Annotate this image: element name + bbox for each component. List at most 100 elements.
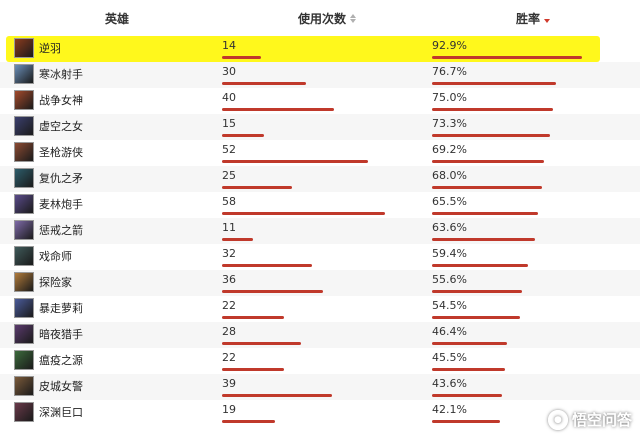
sort-desc-icon[interactable] [544,14,551,23]
winrate-value: 76.7% [432,65,467,78]
uses-bar [222,186,292,189]
uses-bar [222,342,301,345]
uses-bar [222,238,253,241]
winrate-value: 59.4% [432,247,467,260]
hero-cell: 寒冰射手 [14,64,83,84]
uses-value: 58 [222,195,236,208]
uses-value: 32 [222,247,236,260]
winrate-value: 75.0% [432,91,467,104]
hero-avatar [14,194,34,214]
header-winrate-label[interactable]: 胜率 [516,12,541,26]
uses-value: 22 [222,351,236,364]
table-row[interactable]: 皮城女警 39 43.6% [0,374,640,400]
uses-bar [222,212,385,215]
hero-cell: 圣枪游侠 [14,142,83,162]
uses-value: 22 [222,299,236,312]
hero-cell: 戏命师 [14,246,72,266]
uses-value: 52 [222,143,236,156]
hero-avatar [14,272,34,292]
winrate-bar [432,368,505,371]
table-row[interactable]: 复仇之矛 25 68.0% [0,166,640,192]
hero-avatar [14,142,34,162]
hero-avatar [14,246,34,266]
uses-value: 28 [222,325,236,338]
hero-avatar [14,116,34,136]
uses-value: 30 [222,65,236,78]
hero-name: 寒冰射手 [39,68,83,81]
table-row[interactable]: 瘟疫之源 22 45.5% [0,348,640,374]
winrate-bar [432,186,542,189]
uses-value: 14 [222,39,236,52]
hero-avatar [14,168,34,188]
hero-cell: 逆羽 [14,38,61,58]
winrate-value: 65.5% [432,195,467,208]
hero-avatar [14,298,34,318]
winrate-value: 54.5% [432,299,467,312]
winrate-bar [432,212,538,215]
hero-avatar [14,350,34,370]
winrate-bar [432,134,550,137]
hero-cell: 瘟疫之源 [14,350,83,370]
uses-bar [222,82,306,85]
uses-value: 39 [222,377,236,390]
hero-name: 暗夜猎手 [39,328,83,341]
table-row[interactable]: 惩戒之箭 11 63.6% [0,218,640,244]
uses-value: 19 [222,403,236,416]
table-row[interactable]: 虚空之女 15 73.3% [0,114,640,140]
hero-name: 虚空之女 [39,120,83,133]
table-row[interactable]: 战争女神 40 75.0% [0,88,640,114]
uses-value: 25 [222,169,236,182]
hero-avatar [14,64,34,84]
winrate-value: 42.1% [432,403,467,416]
winrate-bar [432,56,582,59]
sort-icon[interactable] [350,14,357,23]
winrate-bar [432,420,500,423]
winrate-bar [432,290,522,293]
winrate-bar [432,342,507,345]
table-row[interactable]: 寒冰射手 30 76.7% [0,62,640,88]
header-uses-label[interactable]: 使用次数 [298,12,347,26]
winrate-bar [432,238,535,241]
winrate-value: 46.4% [432,325,467,338]
chat-bubble-icon: ● [547,409,568,430]
uses-bar [222,394,332,397]
table-row[interactable]: 圣枪游侠 52 69.2% [0,140,640,166]
table-row-highlighted[interactable]: 逆羽 14 92.9% [6,36,600,62]
table-row[interactable]: 暗夜猎手 28 46.4% [0,322,640,348]
header-winrate[interactable]: 胜率 [516,10,551,27]
hero-cell: 暴走萝莉 [14,298,83,318]
table-row[interactable]: 麦林炮手 58 65.5% [0,192,640,218]
hero-avatar [14,324,34,344]
winrate-value: 55.6% [432,273,467,286]
header-hero-label: 英雄 [105,12,130,26]
hero-name: 战争女神 [39,94,83,107]
hero-name: 瘟疫之源 [39,354,83,367]
hero-name: 逆羽 [39,42,61,55]
uses-bar [222,264,312,267]
table-row[interactable]: 深渊巨口 19 42.1% [0,400,640,426]
header-uses[interactable]: 使用次数 [298,10,357,27]
uses-bar [222,290,323,293]
hero-cell: 虚空之女 [14,116,83,136]
hero-name: 皮城女警 [39,380,83,393]
winrate-value: 68.0% [432,169,467,182]
table-header: 英雄 使用次数 胜率 [0,0,640,36]
hero-cell: 探险家 [14,272,72,292]
table-row[interactable]: 戏命师 32 59.4% [0,244,640,270]
hero-avatar [14,90,34,110]
hero-cell: 暗夜猎手 [14,324,83,344]
winrate-bar [432,82,556,85]
winrate-value: 63.6% [432,221,467,234]
hero-name: 复仇之矛 [39,172,83,185]
winrate-bar [432,108,553,111]
header-hero: 英雄 [105,10,129,27]
winrate-value: 69.2% [432,143,467,156]
uses-bar [222,160,368,163]
hero-name: 深渊巨口 [39,406,83,419]
table-row[interactable]: 暴走萝莉 22 54.5% [0,296,640,322]
winrate-value: 92.9% [432,39,467,52]
uses-bar [222,368,284,371]
hero-cell: 麦林炮手 [14,194,83,214]
uses-bar [222,420,275,423]
table-row[interactable]: 探险家 36 55.6% [0,270,640,296]
